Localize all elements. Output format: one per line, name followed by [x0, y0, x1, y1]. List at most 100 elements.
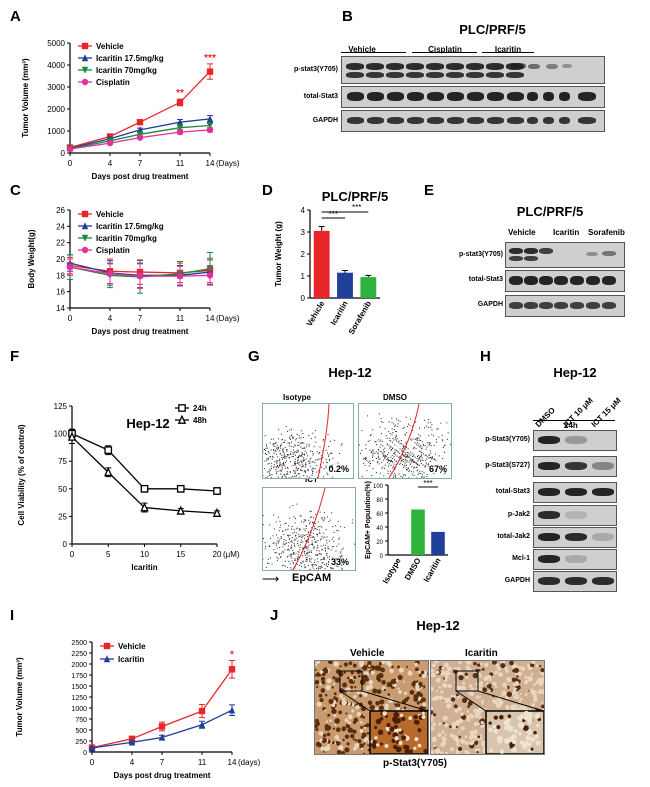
- flow-dot: [367, 415, 369, 417]
- flow-dot: [446, 422, 448, 424]
- flow-dot: [295, 474, 297, 476]
- flow-dot: [402, 463, 404, 465]
- flow-dot: [285, 529, 287, 531]
- flow-dot: [338, 558, 340, 560]
- ihc-texture: [474, 714, 479, 718]
- flow-dot: [325, 564, 327, 566]
- flow-dot: [294, 461, 296, 463]
- chart-i-y-tick-label: 1250: [71, 695, 87, 702]
- flow-dot: [415, 461, 417, 463]
- flow-dot: [322, 438, 324, 440]
- ihc-texture: [375, 701, 380, 706]
- flow-dot: [309, 510, 311, 512]
- chart-c-y-label: Body Weight(g): [27, 229, 36, 288]
- blot-band: [565, 488, 587, 496]
- flow-dot: [307, 564, 309, 566]
- ihc-texture: [367, 744, 370, 747]
- flow-dot: [279, 452, 281, 454]
- flow-dot: [296, 528, 298, 530]
- flow-dot: [318, 565, 320, 567]
- ihc-texture: [439, 751, 442, 754]
- chart-a-point: [206, 122, 214, 130]
- flow-dot: [299, 528, 301, 530]
- ihc-title: Hep-12: [416, 618, 460, 633]
- ihc-texture: [486, 682, 489, 685]
- ihc-texture: [448, 672, 451, 675]
- ihc-texture: [380, 699, 385, 704]
- flow-dot: [326, 539, 328, 541]
- blot-band: [539, 248, 553, 254]
- flow-dot: [412, 459, 414, 461]
- flow-dot: [302, 541, 304, 543]
- ihc-texture: [394, 703, 397, 706]
- chart-a-point: [106, 139, 114, 147]
- flow-dot: [265, 447, 267, 449]
- flow-dot: [372, 453, 374, 455]
- flow-dot: [311, 558, 313, 560]
- flow-dot: [318, 458, 320, 460]
- flow-dot: [279, 461, 281, 463]
- chart-i-point: [198, 707, 206, 715]
- flow-dot: [277, 476, 279, 478]
- chart-d-title: PLC/PRF/5: [322, 189, 388, 204]
- flow-dot: [404, 459, 406, 461]
- blot-band: [528, 64, 540, 69]
- flow-dot: [403, 467, 405, 469]
- flow-dot: [394, 451, 396, 453]
- flow-dot: [379, 472, 381, 474]
- flow-dot: [283, 564, 285, 566]
- ihc-texture: [432, 713, 437, 717]
- flow-dot: [297, 559, 299, 561]
- flow-dot: [275, 469, 277, 471]
- flow-dot: [307, 460, 309, 462]
- blot-band: [538, 555, 560, 563]
- flow-dot: [383, 453, 385, 455]
- flow-dot: [320, 566, 322, 568]
- flow-dot: [280, 537, 282, 539]
- flow-dot: [401, 459, 403, 461]
- flow-dot: [408, 471, 410, 473]
- ihc-texture: [341, 697, 344, 701]
- ihc-texture: [356, 712, 362, 717]
- flow-dot: [411, 452, 413, 454]
- flow-dot: [443, 470, 445, 472]
- flow-dot: [450, 444, 452, 446]
- flow-dot: [430, 445, 432, 447]
- flow-dot: [400, 462, 402, 464]
- flow-dot: [300, 470, 302, 472]
- flow-dot: [392, 474, 394, 476]
- flow-dot: [311, 461, 313, 463]
- flow-dot: [305, 519, 307, 521]
- flow-dot: [325, 449, 327, 451]
- flow-dot: [290, 546, 292, 548]
- blot-e-row-2: [505, 270, 625, 292]
- ihc-inset-texture: [489, 748, 493, 753]
- flow-dot: [393, 439, 395, 441]
- flow-dot: [282, 551, 284, 553]
- blot-b-row-1-label: p-stat3(Y705): [294, 66, 338, 73]
- flow-dot: [305, 462, 307, 464]
- flow-dot: [310, 457, 312, 459]
- flow-dot: [395, 431, 397, 433]
- flow-dot: [314, 539, 316, 541]
- panel-label-g: G: [248, 348, 260, 365]
- ihc-texture: [414, 662, 418, 667]
- ihc-texture: [411, 682, 415, 686]
- ihc-inset-texture: [505, 718, 511, 723]
- flow-dot: [320, 565, 322, 567]
- flow-dot: [276, 473, 278, 475]
- flow-dot: [267, 459, 269, 461]
- flow-dot: [407, 468, 409, 470]
- ihc-texture: [466, 718, 471, 722]
- flow-dot: [303, 551, 305, 553]
- chart-a-y-tick-label: 4000: [47, 61, 65, 70]
- flow-dot: [284, 467, 286, 469]
- flow-dot: [414, 442, 416, 444]
- flow-dot: [389, 447, 391, 449]
- flow-dot: [323, 532, 325, 534]
- flow-dot: [291, 446, 293, 448]
- flow-dot: [298, 534, 300, 536]
- flow-dot: [292, 550, 294, 552]
- flow-dot: [289, 442, 291, 444]
- flow-dot: [428, 435, 430, 437]
